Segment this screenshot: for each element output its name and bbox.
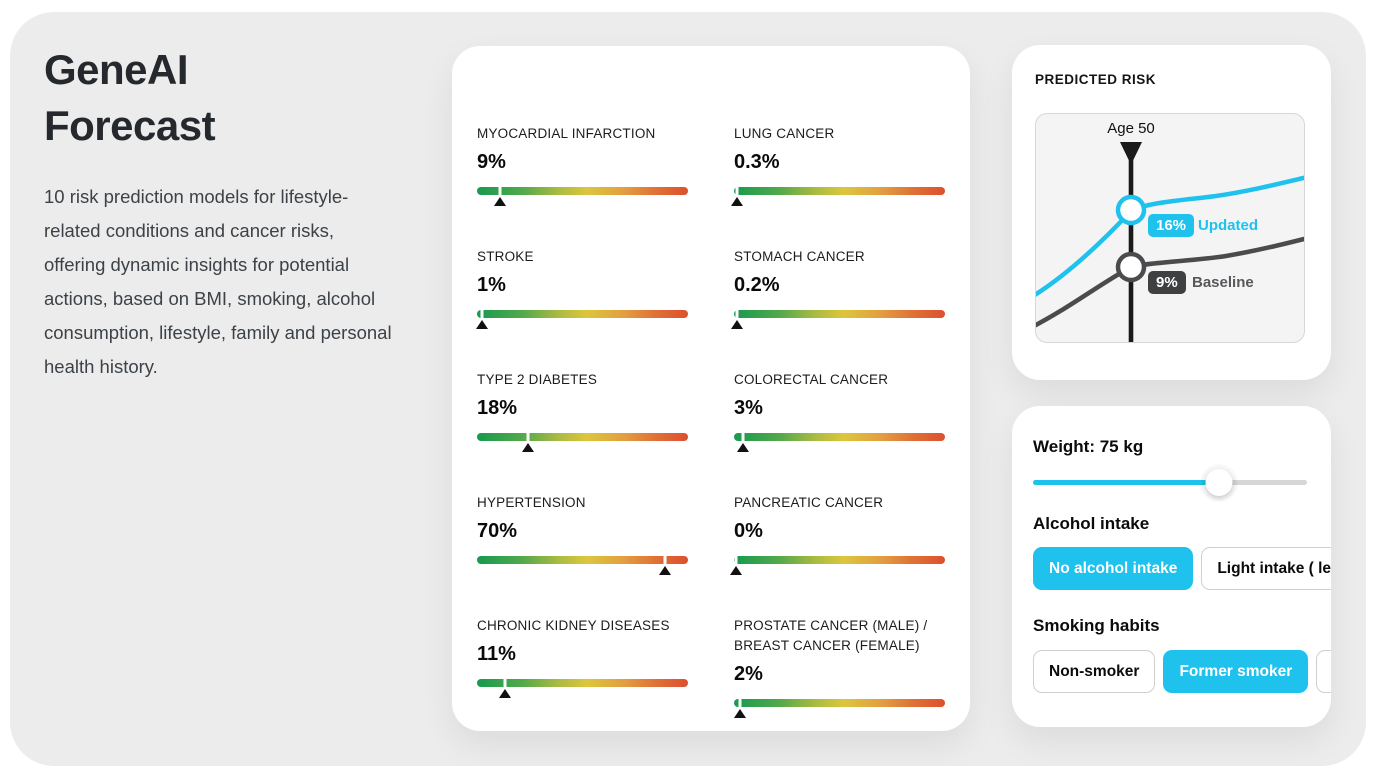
risk-label: Prostate cancer (male) / Breast cancer (…: [734, 618, 928, 653]
risk-item-stroke: Stroke 1%: [476, 247, 688, 329]
risk-item-myocardial-infarction: Myocardial infarction 9%: [477, 124, 688, 206]
risk-gradient-bar: [734, 432, 945, 452]
age-marker-label: Age 50: [1107, 120, 1155, 137]
page-title: GeneAI Forecast: [44, 46, 216, 149]
risk-label: Hypertension: [477, 495, 586, 510]
risk-gradient-bar: [730, 555, 945, 575]
risk-marker-notch: [738, 698, 742, 708]
risk-item-hypertension: Hypertension 70%: [477, 493, 688, 575]
risk-marker-arrow: [521, 443, 534, 452]
risk-marker-notch: [741, 432, 745, 442]
risk-item-chronic-kidney-diseases: Chronic kidney diseases 11%: [477, 616, 688, 717]
risk-marker-notch: [503, 678, 507, 688]
risk-marker-notch: [735, 186, 739, 196]
alcohol-intake-title: Alcohol intake: [1033, 514, 1150, 533]
risk-label: Stroke: [477, 249, 534, 264]
updated-value-badge: 16%: [1148, 214, 1195, 237]
risk-marker-notch: [735, 309, 739, 319]
risk-marker-arrow: [731, 197, 744, 206]
smoking-option-light-smoker[interactable]: Li: [1316, 650, 1331, 693]
risk-value: 3%: [734, 397, 763, 419]
age-marker-triangle: [1120, 142, 1142, 160]
risk-models-card: Myocardial infarction 9% Lung cancer 0.3…: [452, 46, 970, 731]
predicted-risk-title: Predicted risk: [1035, 72, 1157, 87]
smoking-options: Non-smoker Former smoker Li: [1033, 650, 1331, 693]
risk-marker-arrow: [476, 320, 489, 329]
smoking-option-former-smoker[interactable]: Former smoker: [1163, 650, 1309, 693]
risk-marker-arrow: [731, 320, 744, 329]
risk-marker-notch: [734, 555, 738, 565]
risk-value: 9%: [477, 151, 506, 173]
baseline-point: [1115, 251, 1147, 283]
risk-value: 0%: [734, 520, 763, 542]
risk-gradient-bar: [477, 432, 688, 452]
smoking-option-non-smoker[interactable]: Non-smoker: [1033, 650, 1156, 693]
slider-fill: [1033, 480, 1207, 485]
risk-curves-svg: [1036, 142, 1304, 342]
baseline-value-badge: 9%: [1148, 271, 1186, 294]
predicted-risk-card: Predicted risk Age 50 16% Updated 9% Bas…: [1012, 45, 1331, 380]
updated-curve-label: Updated: [1198, 217, 1258, 234]
risk-gradient-bar: [477, 555, 688, 575]
risk-label: Chronic kidney diseases: [477, 618, 670, 633]
risk-marker-notch: [498, 186, 502, 196]
age-marker-line: [1128, 156, 1134, 342]
predicted-risk-chart: Age 50 16% Updated 9% Baseline: [1035, 113, 1305, 343]
risk-value: 70%: [477, 520, 518, 542]
risk-marker-arrow: [737, 443, 750, 452]
risk-gradient-bar: [477, 678, 688, 698]
risk-gradient-bar: [476, 309, 688, 329]
updated-point: [1115, 194, 1147, 226]
risk-item-type-2-diabetes: Type 2 diabetes 18%: [477, 370, 688, 452]
risk-grid: Myocardial infarction 9% Lung cancer 0.3…: [476, 124, 945, 718]
risk-label: Type 2 diabetes: [477, 372, 598, 387]
risk-marker-notch: [480, 309, 484, 319]
risk-marker-notch: [526, 432, 530, 442]
risk-gradient-bar: [477, 186, 688, 206]
risk-item-pancreatic-cancer: Pancreatic cancer 0%: [730, 493, 945, 575]
slider-thumb[interactable]: [1205, 469, 1233, 496]
alcohol-options: No alcohol intake Light intake ( less: [1033, 547, 1331, 590]
risk-item-colorectal-cancer: Colorectal cancer 3%: [734, 370, 945, 452]
risk-label: Pancreatic cancer: [734, 495, 884, 510]
risk-item-prostate-breast-cancer: Prostate cancer (male) / Breast cancer (…: [734, 616, 945, 718]
app-container: GeneAI Forecast 10 risk prediction model…: [10, 12, 1366, 766]
risk-marker-arrow: [494, 197, 507, 206]
risk-gradient-bar: [731, 186, 945, 206]
risk-label: Lung cancer: [734, 126, 835, 141]
controls-card: Weight: 75 kg Alcohol intake No alcohol …: [1012, 406, 1331, 727]
risk-marker-arrow: [734, 709, 747, 718]
risk-item-lung-cancer: Lung cancer 0.3%: [731, 124, 945, 206]
risk-gradient-bar: [731, 309, 945, 329]
smoking-habits-title: Smoking habits: [1033, 616, 1160, 635]
risk-value: 1%: [477, 274, 506, 296]
risk-value: 0.2%: [734, 274, 780, 296]
baseline-curve-label: Baseline: [1192, 274, 1254, 291]
risk-value: 11%: [477, 643, 516, 665]
risk-item-stomach-cancer: Stomach cancer 0.2%: [731, 247, 945, 329]
risk-marker-arrow: [499, 689, 512, 698]
risk-marker-notch: [663, 555, 667, 565]
risk-gradient-bar: [734, 698, 945, 718]
alcohol-option-no-intake[interactable]: No alcohol intake: [1033, 547, 1194, 590]
updated-curve: [1036, 175, 1304, 297]
weight-label: Weight: 75 kg: [1033, 437, 1144, 456]
risk-label: Stomach cancer: [734, 249, 865, 264]
risk-value: 2%: [734, 663, 763, 685]
risk-marker-arrow: [658, 566, 671, 575]
weight-slider[interactable]: [1033, 468, 1307, 496]
risk-value: 18%: [477, 397, 518, 419]
intro-panel: GeneAI Forecast 10 risk prediction model…: [44, 42, 424, 384]
page-description: 10 risk prediction models for lifestyle-…: [44, 186, 392, 377]
risk-marker-arrow: [730, 566, 743, 575]
risk-value: 0.3%: [734, 151, 780, 173]
risk-label: Colorectal cancer: [734, 372, 889, 387]
baseline-curve: [1036, 236, 1304, 328]
alcohol-option-light-intake[interactable]: Light intake ( less: [1201, 547, 1331, 590]
risk-label: Myocardial infarction: [477, 126, 656, 141]
